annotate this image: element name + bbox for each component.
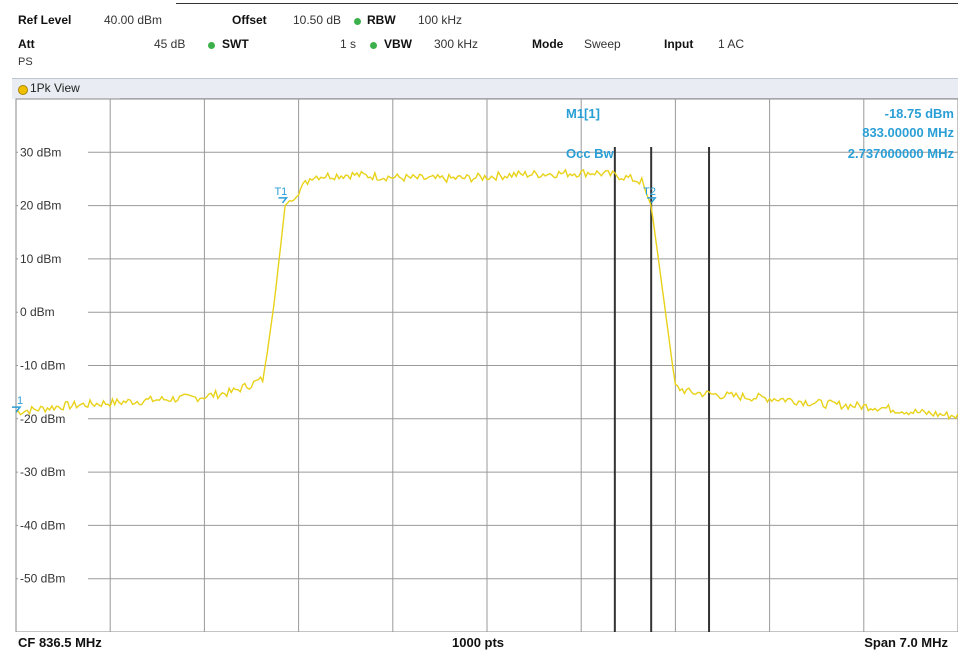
occ-bw-label: Occ Bw: [566, 146, 615, 161]
rbw-label: RBW: [367, 13, 396, 27]
plot-grid: [16, 99, 958, 632]
vbw-value: 300 kHz: [434, 37, 479, 51]
y-tick-label-bg: [18, 249, 88, 265]
points-label: 1000 pts: [452, 635, 505, 650]
y-tick-label: -10 dBm: [20, 359, 65, 373]
header-divider: [176, 3, 958, 4]
rbw-value: 100 kHz: [418, 13, 463, 27]
mode-label: Mode: [532, 37, 564, 51]
rbw-indicator-icon: [354, 18, 361, 25]
mode-value: Sweep: [584, 37, 621, 51]
span-label: Span 7.0 MHz: [864, 635, 948, 650]
view-tab-label[interactable]: 1Pk View: [30, 81, 80, 95]
y-tick-label: -50 dBm: [20, 572, 65, 586]
y-tick-label-bg: [18, 303, 88, 319]
swt-value: 1 s: [340, 37, 357, 51]
y-tick-label-bg: [18, 196, 88, 212]
offset-label: Offset: [232, 13, 267, 27]
vbw-label: VBW: [384, 37, 412, 51]
view-indicator-icon: [18, 85, 28, 95]
marker-group: 1 T1 T2: [12, 186, 657, 413]
swt-label: SWT: [222, 37, 249, 51]
marker-frequency: 833.00000 MHz: [862, 125, 954, 140]
marker-symbol-0: [12, 406, 22, 413]
y-tick-label: 0 dBm: [20, 305, 55, 319]
y-tick-label-bg: [18, 569, 88, 585]
marker-label-0: 1: [17, 395, 23, 407]
center-frequency: CF 836.5 MHz: [18, 635, 102, 650]
y-tick-label-bg: [18, 463, 88, 479]
y-tick-label: 10 dBm: [20, 252, 61, 266]
ref-level-value: 40.00 dBm: [104, 13, 163, 27]
plot-footer: CF 836.5 MHz 1000 pts Span 7.0 MHz: [0, 632, 958, 652]
y-tick-label: -20 dBm: [20, 412, 65, 426]
y-tick-label-bg: [18, 516, 88, 532]
marker-symbol-1: [278, 197, 289, 204]
input-label: Input: [664, 37, 694, 51]
instrument-header: Ref Level 40.00 dBm Offset 10.50 dB RBW …: [0, 0, 958, 76]
input-value: 1 AC: [718, 37, 745, 51]
vbw-indicator-icon: [370, 42, 377, 49]
y-tick-label-bg: [18, 356, 88, 372]
att-value: 45 dB: [154, 37, 186, 51]
marker-label-1: T1: [274, 186, 287, 198]
y-tick-label: -40 dBm: [20, 518, 65, 532]
marker-level: -18.75 dBm: [885, 106, 954, 121]
ref-level-label: Ref Level: [18, 13, 72, 27]
swt-indicator-icon: [208, 42, 215, 49]
y-tick-label-bg: [18, 143, 88, 159]
occ-bw-value: 2.737000000 MHz: [848, 146, 955, 161]
trace-line: [15, 168, 958, 421]
y-axis-labels: 30 dBm 20 dBm 10 dBm 0 dBm -10 dBm -20 dBm -30…: [18, 143, 88, 586]
occ-bw-lines: [613, 146, 711, 632]
y-tick-label-bg: [18, 409, 88, 425]
marker-symbol-2: [647, 197, 657, 204]
marker-label-2: T2: [643, 186, 656, 198]
att-label: Att: [18, 37, 35, 51]
y-tick-label: 20 dBm: [20, 199, 61, 213]
offset-value: 10.50 dB: [293, 13, 342, 27]
y-tick-label: -30 dBm: [20, 465, 65, 479]
marker-name: M1[1]: [566, 106, 600, 121]
y-tick-label: 30 dBm: [20, 145, 61, 159]
ps-label: PS: [18, 56, 33, 68]
